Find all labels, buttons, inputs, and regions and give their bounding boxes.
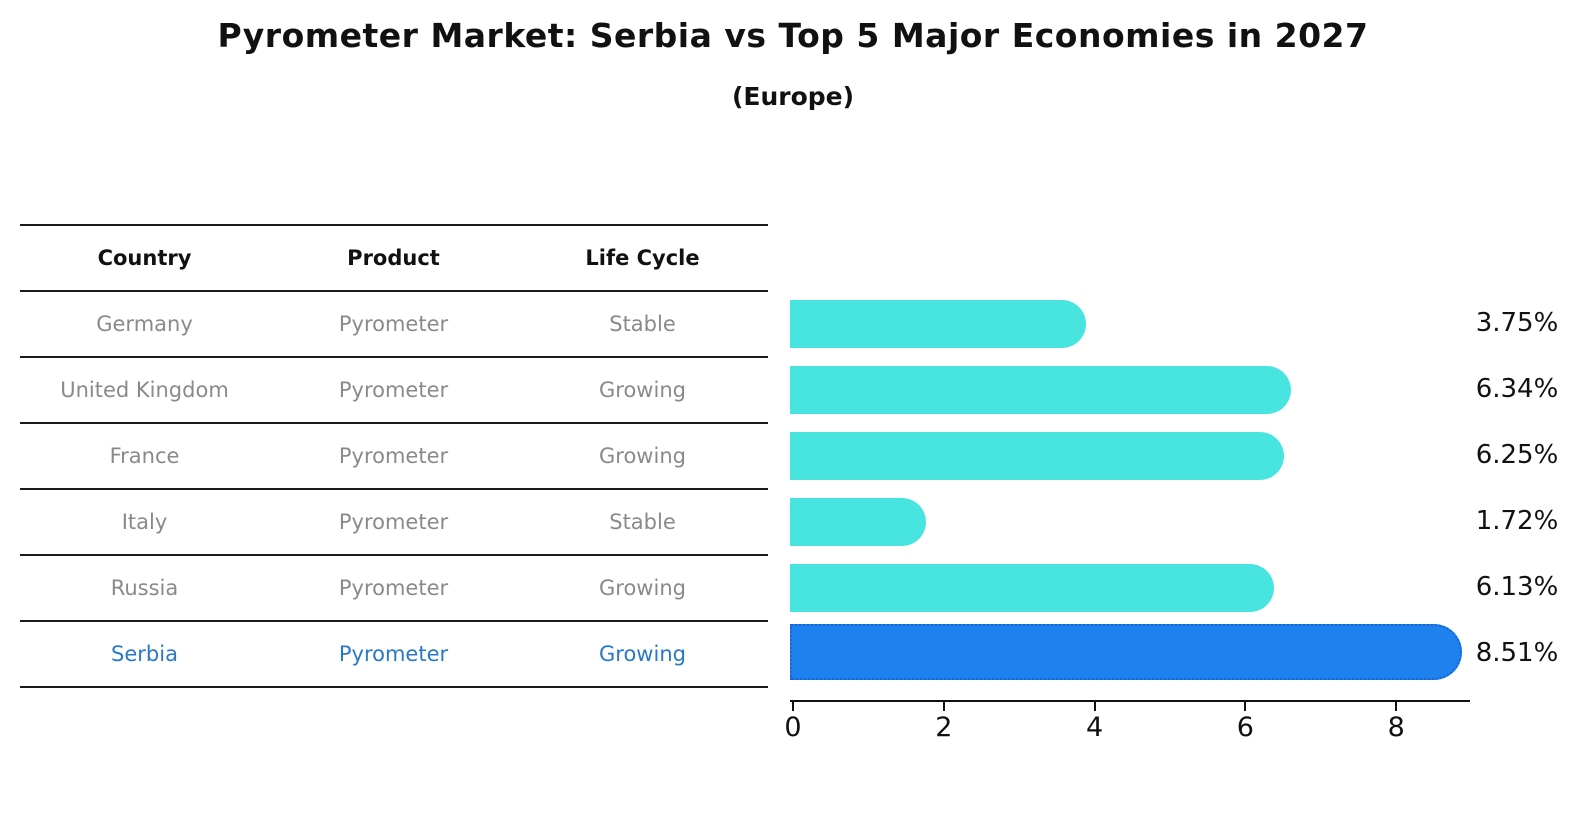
x-tick-label-4: 4 (1086, 712, 1104, 743)
bar-plot-area (790, 290, 1490, 686)
product-cell: Pyrometer (338, 642, 449, 666)
bar-russia (790, 564, 1274, 612)
column-header-product: Product (347, 246, 440, 270)
x-tick-label-8: 8 (1387, 712, 1405, 743)
value-label-france: 6.25% (1475, 440, 1559, 470)
x-tick-mark-2 (942, 702, 945, 711)
country-cell: United Kingdom (60, 378, 229, 402)
bar-row-russia (790, 554, 1490, 620)
bar-row-united-kingdom (790, 356, 1490, 422)
country-cell: Russia (110, 576, 179, 600)
country-cell: Italy (121, 510, 168, 534)
bar-france (790, 432, 1284, 480)
x-tick-label-2: 2 (935, 712, 953, 743)
x-tick-mark-0 (792, 702, 794, 711)
table-row-france: France Pyrometer Growing (20, 424, 768, 490)
x-tick-mark-6 (1244, 702, 1247, 711)
country-table: Country Product Life Cycle Germany Pyromete… (20, 224, 768, 688)
x-tick-mark-8 (1395, 702, 1398, 711)
bar-united-kingdom (790, 366, 1291, 414)
value-label-italy: 1.72% (1475, 506, 1559, 536)
column-header-country: Country (97, 246, 192, 270)
table-row-russia: Russia Pyrometer Growing (20, 556, 768, 622)
country-cell: France (109, 444, 180, 468)
highlight-bar-serbia (790, 624, 1462, 680)
table-row-germany: Germany Pyrometer Stable (20, 292, 768, 358)
life-cycle-cell: Stable (609, 510, 676, 534)
product-cell: Pyrometer (338, 378, 449, 402)
chart-title: Pyrometer Market: Serbia vs Top 5 Major … (217, 16, 1369, 55)
product-cell: Pyrometer (338, 576, 449, 600)
x-tick-label-0: 0 (784, 712, 802, 743)
product-cell: Pyrometer (338, 444, 449, 468)
table-header-row: Country Product Life Cycle (20, 226, 768, 292)
life-cycle-cell: Growing (599, 642, 686, 666)
bar-row-germany (790, 290, 1490, 356)
table-row-united-kingdom: United Kingdom Pyrometer Growing (20, 358, 768, 424)
country-cell: Germany (96, 312, 193, 336)
country-cell: Serbia (111, 642, 178, 666)
x-tick-label-6: 6 (1236, 712, 1254, 743)
bar-germany (790, 300, 1086, 348)
life-cycle-cell: Stable (609, 312, 676, 336)
x-tick-mark-4 (1093, 702, 1096, 711)
life-cycle-cell: Growing (599, 576, 686, 600)
value-label-russia: 6.13% (1475, 572, 1559, 602)
bar-row-serbia (790, 620, 1490, 686)
value-label-united-kingdom: 6.34% (1475, 374, 1559, 404)
column-header-life-cycle: Life Cycle (585, 246, 700, 270)
product-cell: Pyrometer (338, 510, 449, 534)
chart-subtitle: (Europe) (731, 82, 855, 111)
bar-row-france (790, 422, 1490, 488)
x-axis: 0 2 4 6 8 (784, 700, 1480, 755)
table-row-serbia: Serbia Pyrometer Growing (20, 622, 768, 688)
life-cycle-cell: Growing (599, 378, 686, 402)
x-axis-line (790, 700, 1470, 702)
bar-row-italy (790, 488, 1490, 554)
value-labels-column: 3.75% 6.34% 6.25% 1.72% 6.13% 8.51% (1458, 290, 1576, 686)
table-rows: Germany Pyrometer Stable United Kingdom Pyro… (20, 292, 768, 688)
bar-italy (790, 498, 926, 546)
table-row-italy: Italy Pyrometer Stable (20, 490, 768, 556)
value-label-germany: 3.75% (1475, 308, 1559, 338)
product-cell: Pyrometer (338, 312, 449, 336)
value-label-serbia: 8.51% (1475, 638, 1559, 668)
life-cycle-cell: Growing (599, 444, 686, 468)
